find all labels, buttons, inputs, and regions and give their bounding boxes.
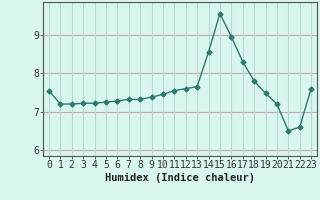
X-axis label: Humidex (Indice chaleur): Humidex (Indice chaleur) — [105, 173, 255, 183]
